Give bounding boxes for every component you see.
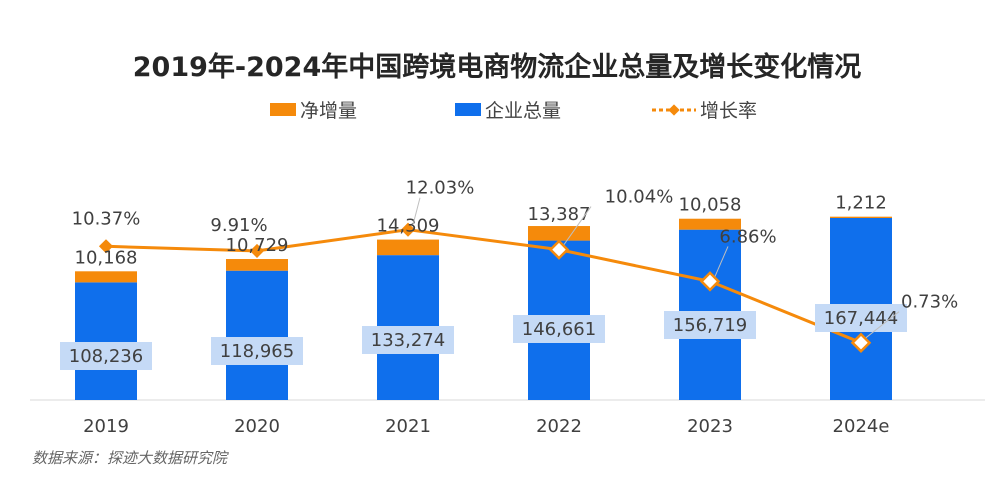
growth-label-2023: 6.86% [719, 226, 776, 247]
x-tick-2020: 2020 [234, 416, 280, 437]
growth-point-2020 [249, 243, 265, 258]
growth-leader-2022 [563, 206, 592, 245]
x-tick-2022: 2022 [536, 416, 582, 437]
increase-label-2022: 13,387 [528, 204, 591, 225]
x-tick-labels: 2019 2020 2021 2022 2023 2024e [83, 416, 889, 437]
total-label-2023: 156,719 [673, 315, 747, 336]
total-label-box-2019 [60, 342, 152, 370]
x-tick-2024e: 2024e [833, 416, 890, 437]
legend-label-net-increase: 净增量 [300, 100, 357, 122]
total-label-2019: 108,236 [69, 346, 143, 367]
growth-leader-2023 [714, 246, 729, 277]
growth-point-2024e [850, 332, 872, 353]
growth-label-2022: 10.04% [605, 187, 674, 208]
bar-increase-2023 [679, 218, 741, 230]
total-label-box-2021 [362, 326, 454, 354]
legend-label-total: 企业总量 [485, 100, 561, 122]
growth-leader-2021 [412, 197, 421, 225]
bar-total-2019 [75, 282, 137, 400]
total-label-box-2022 [513, 315, 605, 343]
total-label-box-2023 [664, 311, 756, 339]
bar-increase-2019 [75, 271, 137, 283]
x-tick-2021: 2021 [385, 416, 431, 437]
legend-swatch-total [455, 103, 481, 116]
labels-layer: 108,236 10,168 118,965 10,729 133,274 14,309 1… [60, 178, 958, 370]
x-tick-2023: 2023 [687, 416, 733, 437]
growth-point-2022 [548, 239, 570, 260]
chart-title: 2019年-2024年中国跨境电商物流企业总量及增长变化情况 [133, 51, 862, 83]
growth-label-2021: 12.03% [406, 178, 475, 199]
increase-label-2024e: 1,212 [835, 193, 887, 214]
total-label-box-2020 [211, 337, 303, 365]
total-label-2021: 133,274 [371, 330, 445, 351]
growth-label-2020: 9.91% [210, 215, 267, 236]
total-label-2022: 146,661 [522, 319, 596, 340]
legend-swatch-net-increase [270, 103, 296, 116]
bar-total-2020 [226, 270, 288, 400]
increase-label-2019: 10,168 [75, 247, 138, 268]
bar-increase-2020 [226, 259, 288, 271]
increase-label-2023: 10,058 [679, 195, 742, 216]
growth-label-2024e: 0.73% [901, 292, 958, 313]
total-label-2024e: 167,444 [824, 308, 898, 329]
growth-point-2023 [699, 271, 721, 292]
increase-label-2021: 14,309 [377, 216, 440, 237]
total-label-2020: 118,965 [220, 341, 294, 362]
growth-rate-line [105, 228, 862, 345]
growth-point-2021 [400, 222, 416, 237]
x-tick-2019: 2019 [83, 416, 129, 437]
bar-increase-2024e [830, 216, 892, 218]
legend-label-growth: 增长率 [700, 100, 757, 122]
increase-label-2020: 10,729 [226, 235, 289, 256]
growth-leader-2024e [865, 311, 900, 339]
source-note: 数据来源：探迹大数据研究院 [32, 449, 229, 467]
growth-label-2019: 10.37% [72, 208, 141, 229]
bar-increase-2022 [528, 226, 590, 241]
legend: 净增量 企业总量 增长率 [270, 100, 757, 122]
legend-marker-growth [668, 104, 680, 116]
bar-increase-2021 [377, 239, 439, 256]
